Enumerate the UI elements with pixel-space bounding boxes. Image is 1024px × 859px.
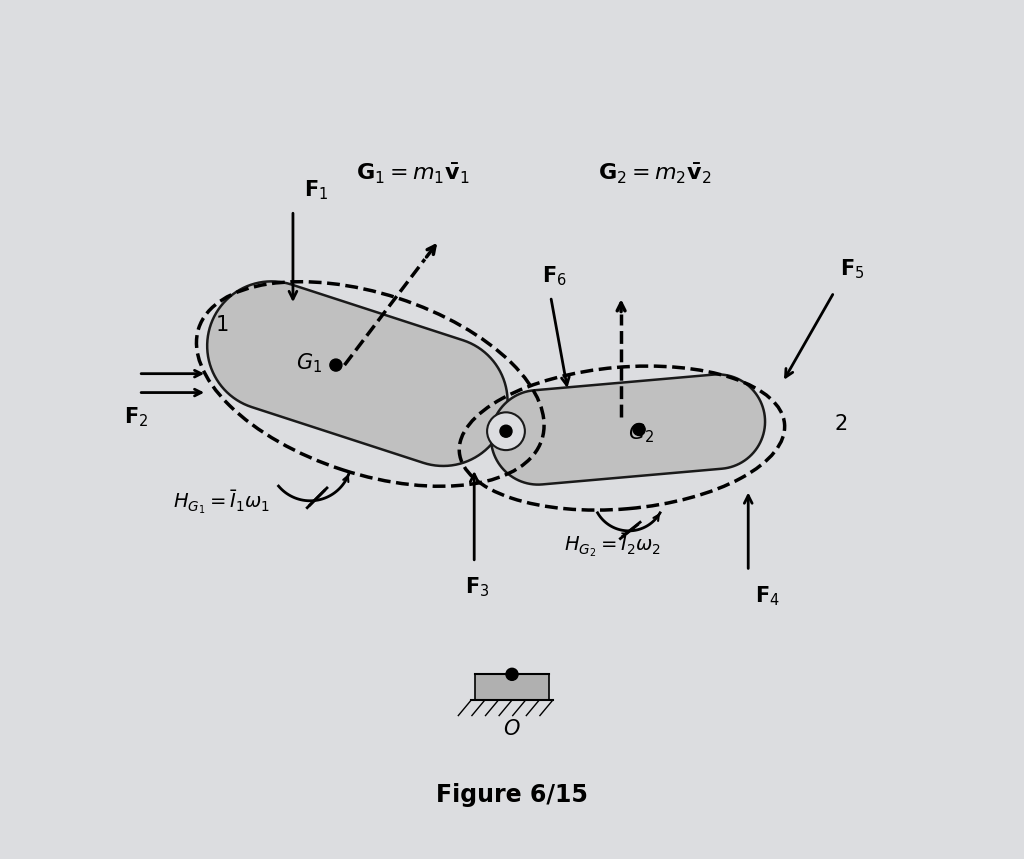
Circle shape [506, 668, 518, 680]
Text: $\mathbf{F}_4$: $\mathbf{F}_4$ [755, 584, 780, 607]
Text: $\mathbf{G}_2 = m_2\mathbf{\bar{v}}_2$: $\mathbf{G}_2 = m_2\mathbf{\bar{v}}_2$ [598, 161, 712, 186]
Text: $G_2$: $G_2$ [628, 422, 654, 446]
Polygon shape [490, 375, 765, 484]
Circle shape [500, 425, 512, 437]
Text: $\mathbf{F}_6$: $\mathbf{F}_6$ [542, 265, 567, 288]
Circle shape [330, 359, 342, 371]
Text: $\mathbf{G}_1 = m_1\mathbf{\bar{v}}_1$: $\mathbf{G}_1 = m_1\mathbf{\bar{v}}_1$ [355, 161, 469, 186]
Circle shape [487, 412, 525, 450]
Text: $H_{G_1} = \bar{I}_1\omega_1$: $H_{G_1} = \bar{I}_1\omega_1$ [173, 489, 269, 516]
Text: $O$: $O$ [503, 719, 521, 739]
Text: $\mathbf{F}_1$: $\mathbf{F}_1$ [304, 179, 329, 202]
Text: 1: 1 [216, 314, 229, 335]
Text: $G_1$: $G_1$ [296, 351, 322, 375]
Text: Figure 6/15: Figure 6/15 [436, 783, 588, 807]
Text: 2: 2 [835, 413, 848, 434]
Text: $\mathbf{F}_3$: $\mathbf{F}_3$ [465, 576, 489, 599]
Polygon shape [207, 282, 508, 466]
Text: $\mathbf{F}_5$: $\mathbf{F}_5$ [840, 258, 864, 281]
Text: $\mathbf{F}_2$: $\mathbf{F}_2$ [124, 405, 148, 429]
Text: $H_{G_2} = \bar{I}_2\omega_2$: $H_{G_2} = \bar{I}_2\omega_2$ [563, 532, 660, 559]
Bar [475, 674, 549, 700]
Circle shape [633, 423, 645, 436]
